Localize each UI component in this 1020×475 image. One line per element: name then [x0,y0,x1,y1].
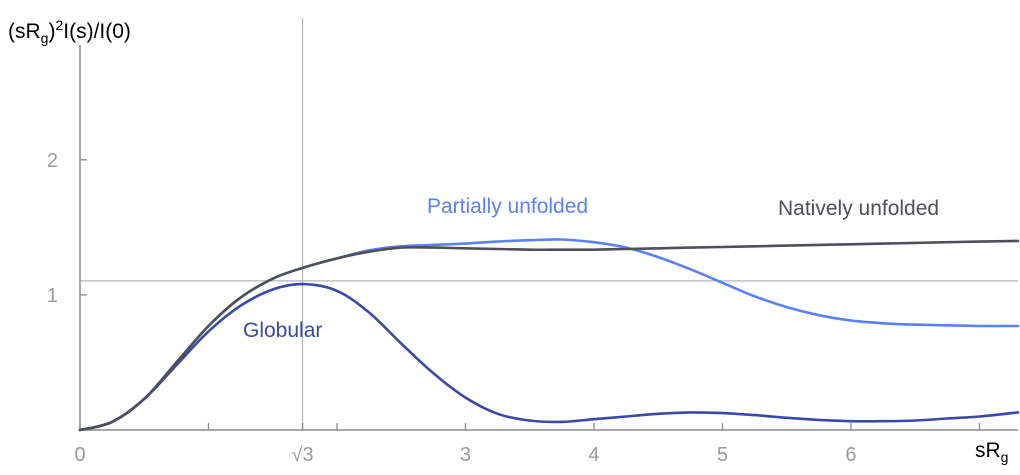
annotations: Partially unfolded Natively unfolded Globu… [243,195,939,342]
axes: 0 √3 3 4 5 6 1 2 [47,45,1018,466]
x-tick-label: √3 [291,444,313,466]
y-axis-label-paren: ) [48,20,55,43]
x-axis-label: sRg [975,439,1008,465]
series-line-globular [78,282,1020,432]
series-lines [78,238,1020,432]
y-tick-label: 2 [47,150,58,172]
y-axis-label-sub: g [41,30,49,46]
x-tick-label: 0 [74,444,85,466]
series-line-natively-unfolded [78,239,1020,432]
annotation-globular: Globular [243,319,322,342]
y-axis-label-base: (sR [8,20,41,43]
x-tick-label: 4 [588,444,599,466]
x-axis-label-base: sR [975,439,1001,462]
series-line-partially-unfolded [78,238,1020,432]
annotation-natively-unfolded: Natively unfolded [778,197,939,220]
y-axis-label: (sRg)2I(s)/I(0) [8,17,131,46]
reference-lines [80,18,1018,430]
y-axis-label-rest: I(s)/I(0) [63,20,131,43]
y-axis-label-sup: 2 [55,17,63,33]
x-tick-label: 5 [717,444,728,466]
x-tick-label: 3 [460,444,471,466]
annotation-partially-unfolded: Partially unfolded [427,195,588,218]
x-axis-label-sub: g [1001,449,1009,465]
x-tick-label: 6 [845,444,856,466]
y-tick-label: 1 [47,285,58,307]
